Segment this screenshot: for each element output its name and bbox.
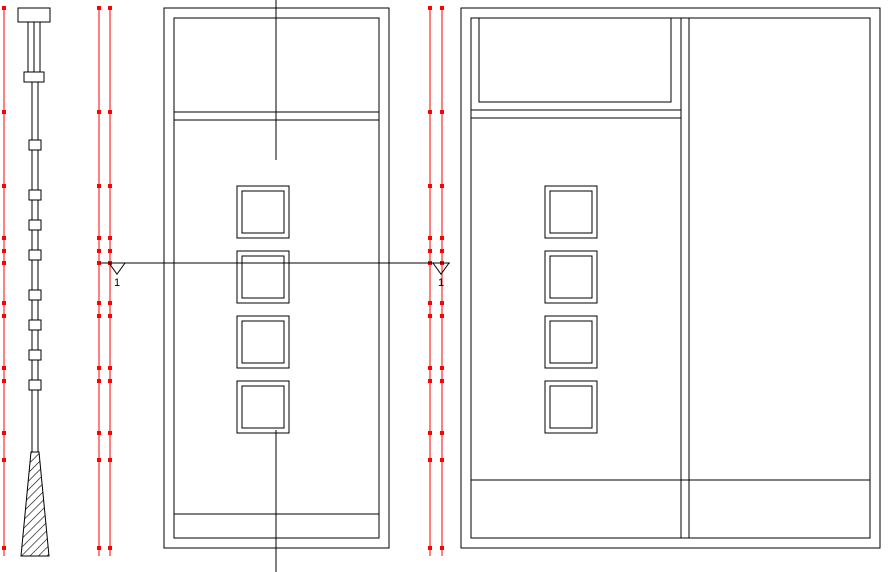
section-indicators: 11 <box>100 0 450 572</box>
door-elevation-2 <box>461 8 880 548</box>
section-label: 1 <box>438 277 444 289</box>
profile-section <box>2 6 50 556</box>
section-label: 1 <box>114 277 120 289</box>
dimension-lines <box>97 6 444 556</box>
